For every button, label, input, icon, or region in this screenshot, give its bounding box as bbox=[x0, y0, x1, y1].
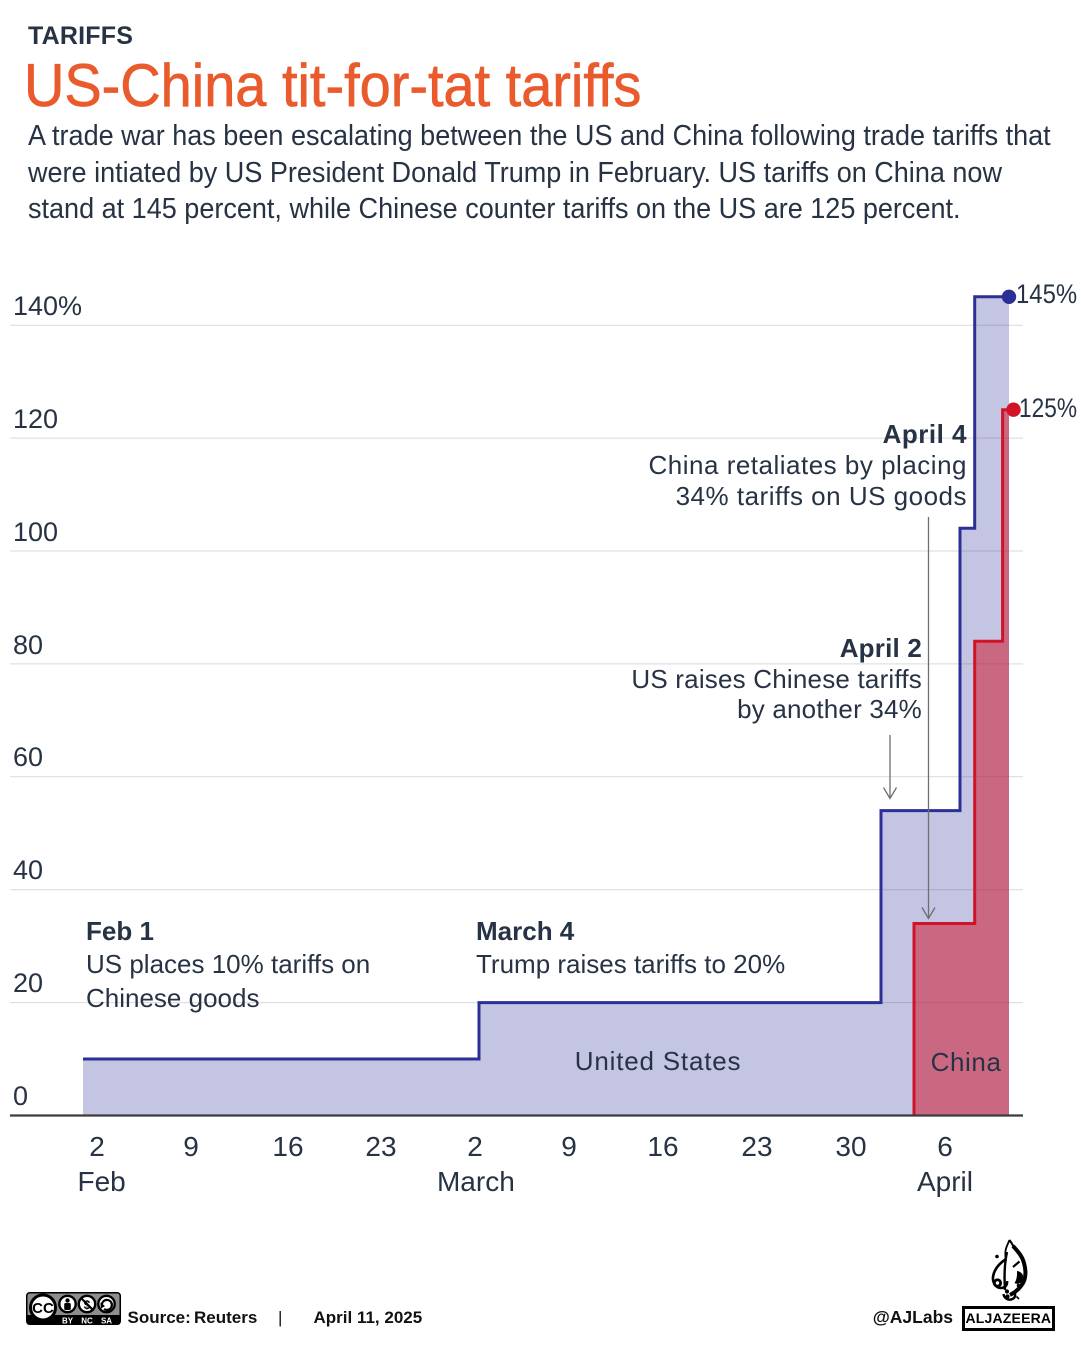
svg-text:NC: NC bbox=[81, 1316, 93, 1325]
svg-text:CC: CC bbox=[32, 1300, 54, 1317]
svg-text:BY: BY bbox=[62, 1316, 74, 1325]
svg-text:SA: SA bbox=[101, 1316, 112, 1325]
